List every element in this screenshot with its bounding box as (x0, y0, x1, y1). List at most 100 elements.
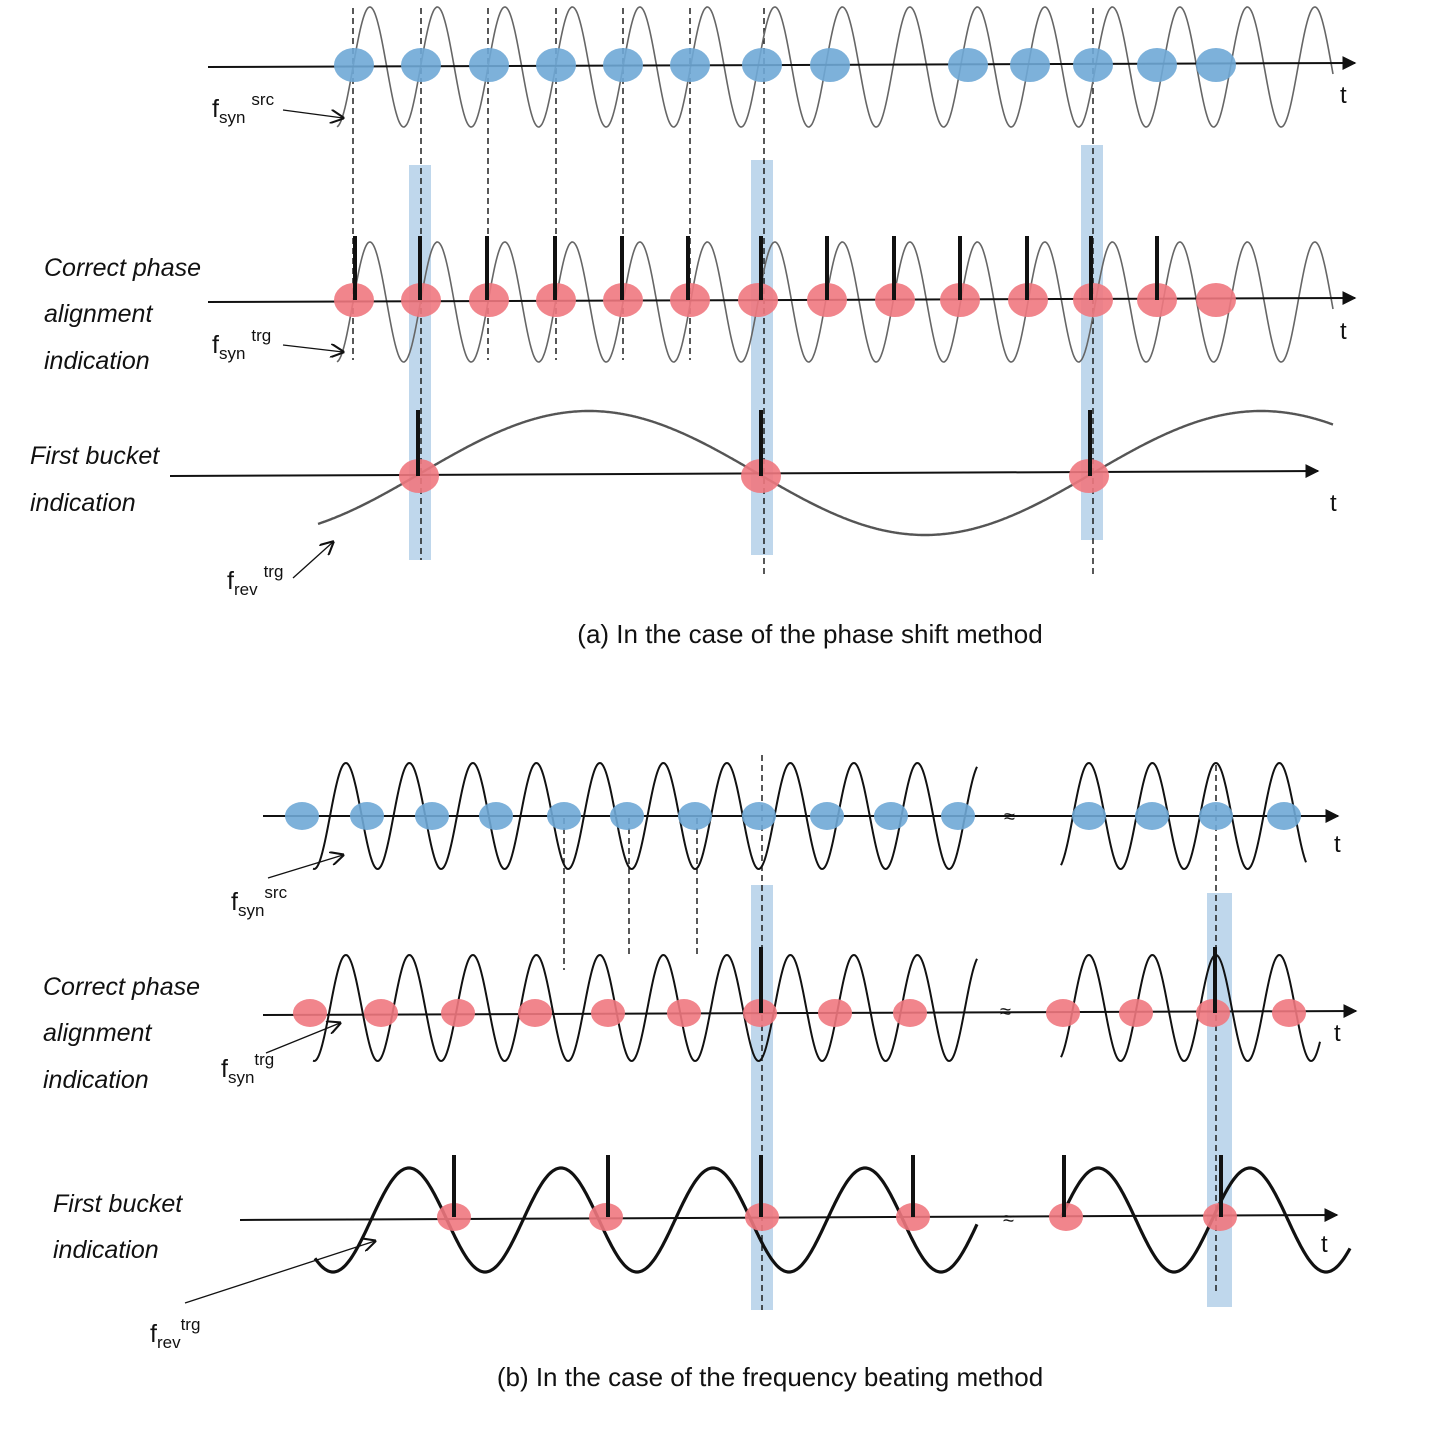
fsyn-trg-wave (336, 241, 1334, 363)
correct-phase-label-line2: alignment (44, 300, 153, 328)
target-bucket (364, 999, 398, 1027)
source-bunch (874, 802, 908, 830)
source-bunch (547, 802, 581, 830)
source-bunch (742, 48, 782, 82)
fsyn-src-wave (1060, 761, 1307, 871)
target-buckets-a (334, 283, 1236, 317)
target-bucket (293, 999, 327, 1027)
fsyn-trg-wave (312, 953, 978, 1063)
source-bunch (1072, 802, 1106, 830)
first-buckets-a (399, 459, 1109, 493)
highlight-bands-b (751, 885, 1232, 1310)
axis-label-t: t (1340, 318, 1347, 345)
pointer-arrow (282, 345, 343, 352)
first-bucket-markers-b (452, 1155, 1223, 1217)
target-bucket (667, 999, 701, 1027)
target-bucket (518, 999, 552, 1027)
pointer-arrow (267, 855, 343, 879)
target-bucket (1119, 999, 1153, 1027)
source-bunch (415, 802, 449, 830)
frev-trg-wave (313, 1166, 979, 1274)
highlight-band (751, 160, 773, 555)
correct-phase-label-line3: indication (44, 347, 150, 375)
fsyn-src-symbol: fsynsrc (212, 90, 275, 127)
source-bunch (334, 48, 374, 82)
source-bunch (1010, 48, 1050, 82)
source-bunch (350, 802, 384, 830)
source-bunch (285, 802, 319, 830)
highlight-band (1207, 893, 1232, 1307)
fsyn-src-wave (336, 6, 1334, 128)
source-bunch (948, 48, 988, 82)
pointer-arrow (292, 542, 333, 579)
source-bunch (810, 802, 844, 830)
axis-label-t: t (1334, 831, 1341, 858)
pointer-arrow (282, 109, 343, 118)
first-bucket-label-line2: indication (53, 1236, 159, 1264)
highlight-band (1081, 145, 1103, 540)
target-bucket (818, 999, 852, 1027)
source-bunch (678, 802, 712, 830)
source-bunch (1137, 48, 1177, 82)
source-bunch (401, 48, 441, 82)
fsyn-trg-wave (1060, 953, 1321, 1063)
source-bunches-b (285, 802, 1301, 830)
dashed-alignment-lines-b (563, 755, 1217, 1310)
correct-phase-label-line1: Correct phase (43, 973, 200, 1001)
fsyn-trg-symbol: fsyntrg (212, 326, 271, 363)
source-bunch (479, 802, 513, 830)
first-bucket-label-line2: indication (30, 489, 136, 517)
source-bunch (469, 48, 509, 82)
target-bucket (738, 283, 778, 317)
first-buckets-b (437, 1203, 1237, 1231)
time-axis-rev (239, 1208, 1339, 1223)
frev-trg-symbol: frevtrg (227, 562, 283, 599)
highlight-band (409, 165, 431, 560)
source-bunch (1135, 802, 1169, 830)
target-bucket (591, 999, 625, 1027)
pointer-arrow (265, 1023, 340, 1054)
pointer-arrow (184, 1241, 375, 1304)
target-buckets-b (293, 999, 1306, 1027)
source-bunch (1073, 48, 1113, 82)
source-bunch (670, 48, 710, 82)
source-bunch (536, 48, 576, 82)
fsyn-src-symbol: fsynsrc (231, 883, 288, 920)
target-bucket (1272, 999, 1306, 1027)
phase-markers-a (353, 236, 1159, 300)
first-bucket-label-line1: First bucket (30, 442, 160, 470)
source-bunch (742, 802, 776, 830)
caption-a: (a) In the case of the phase shift metho… (577, 619, 1042, 649)
axis-break-mark: ≈ (1003, 1208, 1014, 1230)
axis-break-mark: ≈ (1004, 806, 1015, 828)
frev-trg-wave (1059, 1166, 1352, 1274)
target-bucket (1196, 283, 1236, 317)
source-bunch (941, 802, 975, 830)
target-bucket (893, 999, 927, 1027)
target-bucket (1046, 999, 1080, 1027)
axis-label-t: t (1340, 82, 1347, 109)
target-bucket (441, 999, 475, 1027)
frev-trg-wave (317, 409, 1334, 537)
source-bunch (610, 802, 644, 830)
axis-label-t: t (1334, 1020, 1341, 1047)
fsyn-trg-symbol: fsyntrg (221, 1050, 274, 1087)
frev-trg-symbol: frevtrg (150, 1315, 200, 1352)
highlight-bands-a (409, 145, 1103, 560)
phase-markers-b (759, 947, 1217, 1013)
panel-b: ≈ ≈ ≈ t t t Correct phase alignment indi… (43, 755, 1358, 1392)
source-bunch (1196, 48, 1236, 82)
first-bucket-label-line1: First bucket (53, 1190, 183, 1218)
panel-a: t t t Correct phase alignment indication… (30, 6, 1357, 649)
source-bunch (810, 48, 850, 82)
time-axis-trg (207, 291, 1357, 306)
correct-phase-label-line1: Correct phase (44, 254, 201, 282)
axis-label-t: t (1321, 1231, 1328, 1258)
source-bunches-a (334, 48, 1236, 82)
axis-label-t: t (1330, 490, 1337, 517)
source-bunch (603, 48, 643, 82)
correct-phase-label-line3: indication (43, 1066, 149, 1094)
source-bunch (1267, 802, 1301, 830)
axis-break-mark: ≈ (1000, 1001, 1011, 1023)
